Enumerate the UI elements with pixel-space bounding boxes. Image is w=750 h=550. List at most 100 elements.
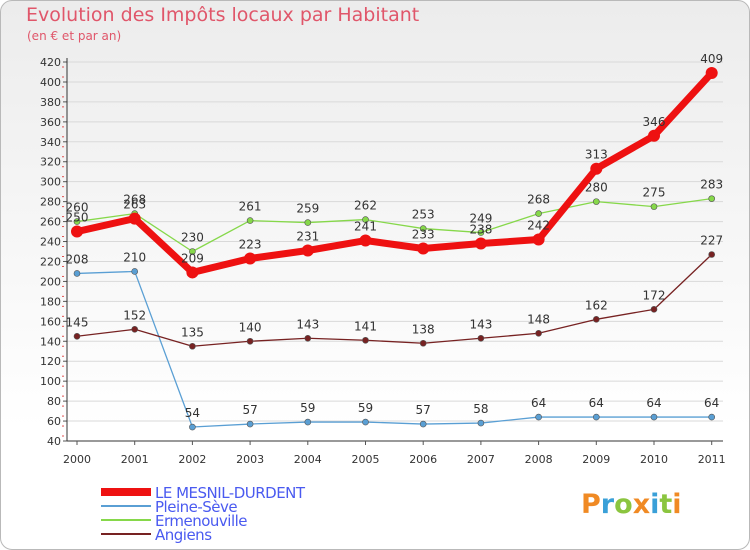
data-point	[189, 423, 196, 431]
data-label: 259	[296, 202, 319, 216]
data-label: 57	[242, 403, 257, 417]
legend-swatch	[101, 519, 151, 521]
y-tick-label: 120	[40, 355, 61, 368]
x-tick-label: 2009	[582, 453, 610, 466]
data-point	[650, 203, 658, 210]
data-label: 145	[66, 315, 89, 329]
data-point	[71, 225, 83, 238]
y-tick-label: 100	[40, 375, 61, 388]
data-point	[419, 225, 427, 232]
x-tick-label: 2001	[121, 453, 149, 466]
series-line-1	[76, 270, 712, 428]
data-label: 275	[643, 186, 666, 200]
data-label: 242	[527, 219, 550, 233]
series-line-2	[76, 197, 712, 253]
data-point	[708, 251, 716, 258]
legend-label: LE MESNIL-DURDENT	[155, 484, 305, 502]
proxiti-logo: Proxiti	[581, 489, 682, 520]
data-label: 143	[296, 317, 319, 331]
data-point	[73, 218, 81, 225]
data-label: 238	[469, 223, 492, 237]
x-tick-label: 2002	[178, 453, 206, 466]
legend-swatch	[101, 533, 151, 535]
data-label: 283	[700, 178, 723, 192]
x-tick-label: 2007	[467, 453, 495, 466]
data-point	[477, 229, 485, 236]
data-label: 135	[181, 325, 204, 339]
data-point	[535, 210, 542, 217]
data-label: 57	[416, 403, 431, 417]
data-point	[417, 242, 430, 255]
data-label: 64	[589, 396, 604, 410]
data-point	[592, 198, 600, 205]
data-point	[362, 418, 369, 426]
chart-subtitle: (en € et par an)	[27, 29, 122, 43]
data-label: 280	[585, 181, 608, 195]
data-label: 233	[412, 228, 435, 242]
data-point	[590, 162, 603, 175]
data-point	[244, 252, 257, 265]
data-point	[304, 334, 312, 342]
legend-label: Ermenouville	[155, 512, 248, 530]
data-point	[650, 413, 658, 421]
data-point	[301, 244, 314, 257]
data-point	[304, 418, 312, 426]
data-point	[592, 413, 600, 421]
data-label: 162	[585, 298, 608, 312]
data-label: 138	[412, 322, 435, 336]
data-point	[128, 212, 141, 225]
data-point	[246, 420, 254, 428]
data-point	[131, 268, 138, 275]
data-label: 230	[181, 231, 204, 245]
data-point	[650, 306, 658, 313]
y-tick-label: 280	[40, 196, 61, 209]
data-point	[419, 420, 427, 428]
data-label: 172	[643, 288, 666, 302]
data-point	[477, 419, 485, 427]
legend-swatch	[101, 505, 151, 507]
data-label: 231	[296, 230, 319, 244]
data-point	[189, 248, 196, 255]
y-tick-label: 60	[47, 415, 61, 428]
data-point	[708, 413, 716, 421]
data-point	[73, 332, 81, 340]
data-label: 59	[358, 401, 373, 415]
data-label: 268	[527, 193, 550, 207]
data-point	[189, 342, 196, 350]
legend-swatch	[101, 488, 151, 496]
y-tick-label: 240	[40, 236, 61, 249]
data-label: 261	[239, 200, 262, 214]
x-tick-label: 2004	[294, 453, 322, 466]
data-point	[362, 336, 369, 344]
data-point	[73, 270, 81, 277]
y-tick-label: 260	[40, 216, 61, 229]
chart-title: Evolution des Impôts locaux par Habitant	[26, 4, 420, 26]
data-label: 253	[412, 208, 435, 222]
data-label: 241	[354, 220, 377, 234]
data-point	[419, 339, 427, 347]
data-point	[359, 234, 372, 247]
data-point	[535, 413, 542, 421]
data-label: 54	[185, 406, 200, 420]
data-label: 140	[239, 320, 262, 334]
data-point	[304, 219, 312, 226]
data-label: 249	[469, 212, 492, 226]
y-tick-label: 220	[40, 255, 61, 268]
data-label: 141	[354, 319, 377, 333]
data-point	[532, 233, 545, 246]
data-label: 143	[469, 317, 492, 331]
data-label: 223	[239, 237, 262, 251]
x-tick-label: 2008	[525, 453, 553, 466]
y-tick-label: 380	[40, 96, 61, 109]
data-label: 208	[66, 252, 89, 266]
x-tick-label: 2011	[698, 453, 726, 466]
data-label: 64	[704, 396, 719, 410]
data-label: 58	[473, 402, 488, 416]
data-label: 346	[643, 115, 666, 129]
data-label: 152	[123, 308, 146, 322]
data-point	[186, 266, 199, 279]
y-tick-label: 160	[40, 315, 61, 328]
data-point	[535, 329, 542, 337]
x-tick-label: 2000	[63, 453, 91, 466]
